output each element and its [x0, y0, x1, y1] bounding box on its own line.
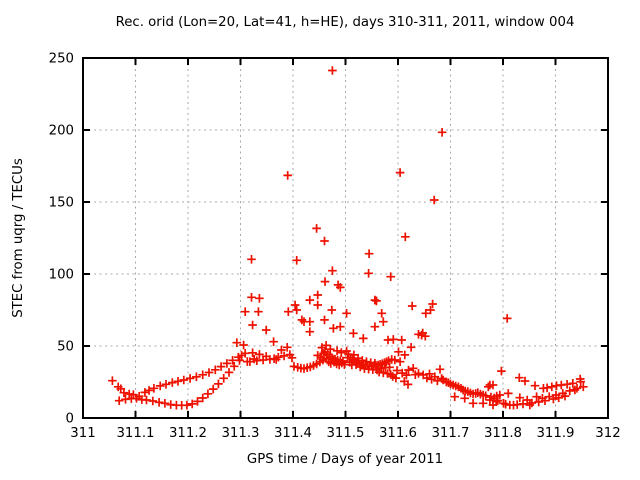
chart-title: Rec. orid (Lon=20, Lat=41, h=HE), days 3…: [116, 15, 575, 30]
y-tick-label: 150: [49, 196, 74, 211]
x-tick-label: 311.4: [274, 426, 312, 441]
y-tick-label: 100: [49, 268, 74, 283]
x-axis-label: GPS time / Days of year 2011: [247, 452, 443, 467]
x-tick-label: 311.5: [326, 426, 364, 441]
y-tick-label: 200: [49, 124, 74, 139]
scatter-markers: [108, 66, 588, 410]
y-tick-labels: 0 50 100 150 200 250: [49, 52, 74, 427]
plot-frame: [82, 57, 609, 419]
y-tick-label: 250: [49, 52, 74, 67]
x-tick-label: 311.9: [536, 426, 574, 441]
data-points: [108, 66, 588, 410]
x-tick-label: 311.1: [116, 426, 154, 441]
x-tick-label: 311.3: [221, 426, 259, 441]
y-axis-label: STEC from uqrg / TECUs: [11, 158, 26, 318]
x-tick-label: 311.8: [484, 426, 522, 441]
y-tick-label: 50: [57, 340, 74, 355]
x-tick-label: 312: [595, 426, 620, 441]
x-tick-label: 311: [70, 426, 95, 441]
x-tick-label: 311.2: [169, 426, 207, 441]
y-tick-label: 0: [66, 412, 74, 427]
x-tick-label: 311.7: [431, 426, 469, 441]
x-tick-label: 311.6: [379, 426, 417, 441]
x-tick-labels: 311 311.1 311.2 311.3 311.4 311.5 311.6 311.7 31…: [70, 426, 620, 441]
